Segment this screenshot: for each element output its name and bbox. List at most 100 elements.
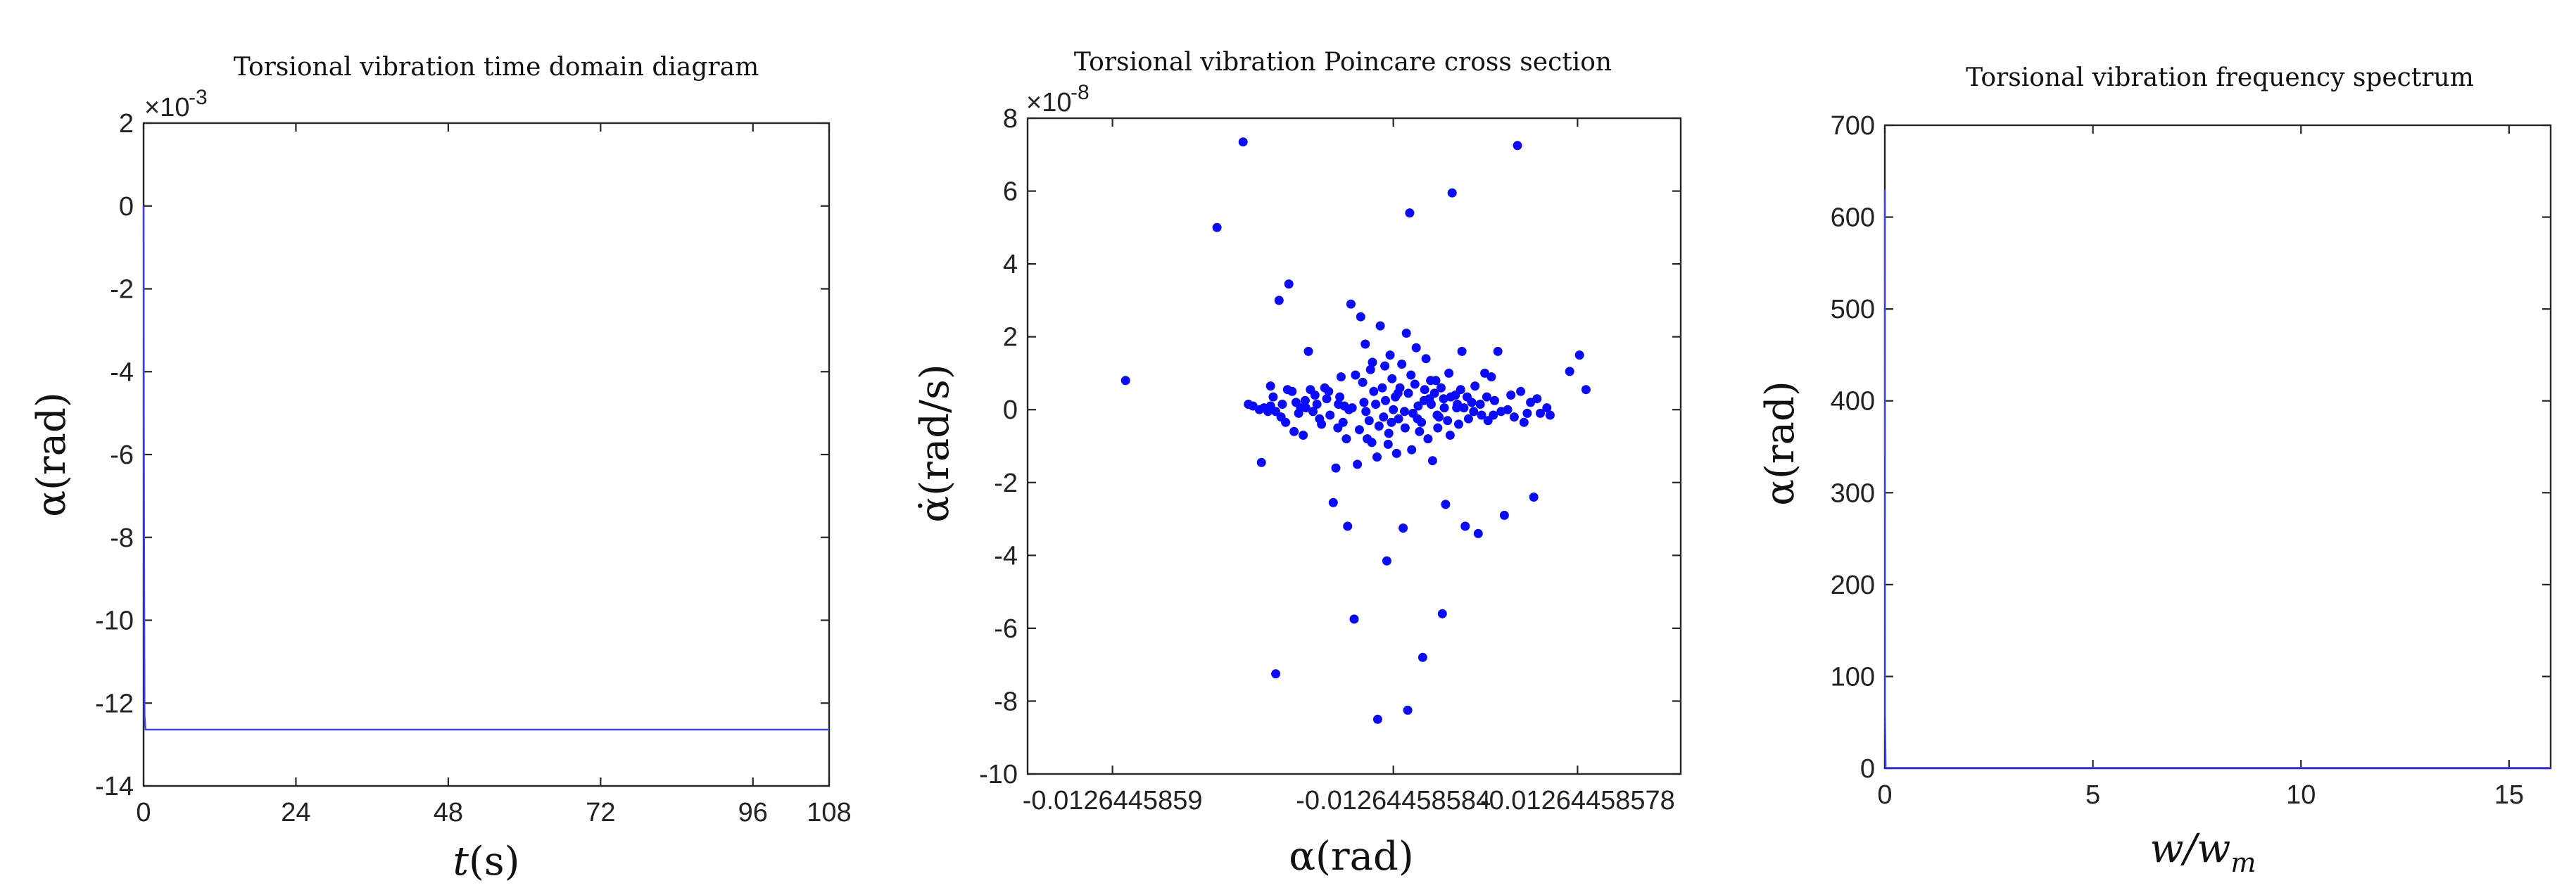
scatter-point: [1426, 376, 1436, 386]
scatter-point: [1441, 500, 1451, 509]
scatter-point: [1452, 403, 1462, 413]
scatter-point: [1346, 299, 1356, 309]
scatter-point: [1387, 417, 1396, 427]
time-domain-y-exponent-base: ×10: [144, 93, 189, 122]
y-tick-label: -4: [110, 357, 134, 387]
frequency-spectrum-x-label: w/wm: [2150, 826, 2256, 878]
scatter-point: [1335, 392, 1345, 402]
y-tick-label: 600: [1831, 203, 1875, 233]
scatter-point: [1499, 510, 1509, 520]
scatter-point: [1516, 386, 1526, 396]
scatter-point: [1403, 705, 1413, 715]
scatter-point: [1312, 400, 1322, 409]
y-tick-label: -8: [110, 523, 134, 553]
scatter-point: [1427, 400, 1436, 409]
x-tick-label: 10: [2286, 780, 2316, 810]
scatter-point: [1482, 392, 1491, 402]
scatter-point: [1367, 438, 1377, 448]
scatter-point: [1423, 434, 1433, 444]
scatter-point: [1306, 385, 1315, 395]
frequency-spectrum-title: Torsional vibration frequency spectrum: [1966, 63, 2474, 92]
y-tick-label: -12: [95, 689, 134, 718]
scatter-point: [1411, 343, 1421, 353]
y-tick-label: 8: [1003, 104, 1018, 134]
scatter-point: [1384, 429, 1394, 438]
scatter-point: [1361, 407, 1371, 417]
poincare-panel: Torsional vibration Poincare cross secti…: [912, 48, 1682, 880]
time-domain-x-label: t(s): [453, 839, 520, 884]
scatter-point: [1377, 383, 1387, 393]
scatter-point: [1429, 388, 1439, 398]
scatter-point: [1463, 414, 1473, 424]
y-tick-label: 100: [1831, 662, 1875, 692]
scatter-point: [1506, 391, 1516, 400]
x-tick-label: 96: [738, 798, 768, 827]
scatter-point: [1374, 421, 1384, 431]
scatter-point: [1303, 346, 1313, 356]
scatter-point: [1385, 350, 1395, 360]
scatter-point: [1401, 329, 1411, 338]
scatter-point: [1364, 416, 1374, 426]
scatter-point: [1413, 401, 1423, 411]
scatter-point: [1372, 714, 1382, 724]
scatter-point: [1308, 407, 1318, 417]
scatter-point: [1328, 497, 1338, 507]
scatter-point: [1403, 388, 1413, 398]
y-tick-label: 0: [119, 192, 134, 222]
y-tick-label: 4: [1003, 250, 1018, 279]
time-domain-y-exponent-power: -3: [189, 86, 208, 109]
scatter-point: [1276, 412, 1286, 422]
frequency-spectrum-y-label: α(rad): [1757, 381, 1803, 506]
scatter-point: [1496, 407, 1506, 417]
time-domain-y-label: α(rad): [29, 392, 75, 517]
scatter-point: [1418, 652, 1427, 662]
poincare-y-exponent: ×10 -8: [1026, 81, 1090, 118]
scatter-point: [1457, 346, 1467, 356]
y-tick-label: -2: [994, 469, 1018, 498]
scatter-point: [1432, 410, 1442, 420]
y-tick-label: 2: [1003, 323, 1018, 353]
y-tick-label: -10: [95, 607, 134, 636]
scatter-point: [1381, 395, 1390, 405]
poincare-y-ticks: 8 6 4 2 0 -2 -4 -6 -8 -10: [979, 104, 1681, 789]
scatter-point: [1356, 312, 1365, 322]
scatter-point: [1486, 372, 1496, 382]
scatter-point: [1419, 395, 1429, 405]
scatter-point: [1325, 410, 1335, 420]
scatter-point: [1238, 137, 1248, 147]
x-tick-label: -0.0126445859: [1023, 786, 1203, 815]
frequency-spectrum-x-label-main: w/w: [2150, 826, 2231, 872]
scatter-point: [1489, 410, 1498, 420]
y-tick-label: -4: [994, 541, 1018, 571]
time-domain-y-ticks: 2 0 -2 -4 -6 -8 -10 -12 -14: [95, 109, 829, 801]
scatter-point: [1379, 412, 1389, 422]
time-domain-title: Torsional vibration time domain diagram: [234, 53, 759, 82]
y-tick-label: -6: [110, 440, 134, 470]
time-domain-series-line: [142, 205, 829, 731]
scatter-point: [1341, 434, 1351, 444]
scatter-point: [1436, 383, 1446, 393]
scatter-point: [1473, 528, 1483, 538]
scatter-point: [1244, 400, 1254, 409]
y-tick-label: -8: [994, 687, 1018, 716]
x-tick-label: 0: [136, 798, 151, 827]
scatter-point: [1380, 361, 1390, 371]
poincare-y-label: α̇(rad/s): [912, 364, 958, 522]
scatter-point: [1259, 403, 1269, 413]
time-domain-x-ticks: 0 24 48 72 96 108: [136, 123, 852, 827]
x-tick-label: -0.01264458584: [1296, 786, 1491, 815]
scatter-point: [1470, 381, 1480, 391]
scatter-point: [1475, 400, 1485, 409]
scatter-point: [1277, 400, 1287, 409]
scatter-point: [1300, 395, 1310, 405]
frequency-spectrum-series-line: [1883, 189, 2551, 769]
scatter-point: [1439, 394, 1448, 404]
scatter-point: [1532, 394, 1542, 404]
scatter-point: [1400, 423, 1410, 433]
scatter-point: [1375, 321, 1385, 331]
scatter-point: [1324, 386, 1334, 396]
scatter-point: [1443, 416, 1453, 426]
scatter-point: [1477, 410, 1486, 420]
scatter-point: [1444, 368, 1454, 378]
scatter-point: [1334, 400, 1344, 409]
